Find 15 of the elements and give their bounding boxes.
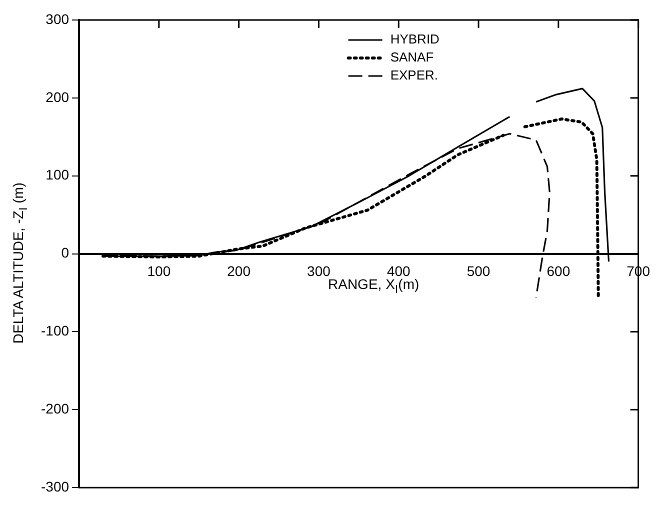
x-tick-label: 300 bbox=[307, 263, 331, 280]
legend-label: HYBRID bbox=[390, 32, 440, 47]
y-tick-label: -100 bbox=[40, 322, 70, 339]
y-tick-label: 100 bbox=[46, 166, 70, 183]
x-tick-label: 100 bbox=[147, 263, 171, 280]
x-tick-label: 600 bbox=[546, 263, 570, 280]
y-tick-label: -200 bbox=[40, 400, 70, 417]
y-tick-label: 300 bbox=[46, 10, 70, 27]
x-tick-label: 200 bbox=[227, 263, 251, 280]
legend-label: EXPER. bbox=[390, 68, 438, 83]
y-tick-label: -300 bbox=[40, 478, 70, 494]
y-tick-label: 200 bbox=[46, 88, 70, 105]
y-tick-label: 0 bbox=[61, 244, 70, 261]
legend-label: SANAF bbox=[390, 50, 434, 65]
x-tick-label: 500 bbox=[466, 263, 490, 280]
